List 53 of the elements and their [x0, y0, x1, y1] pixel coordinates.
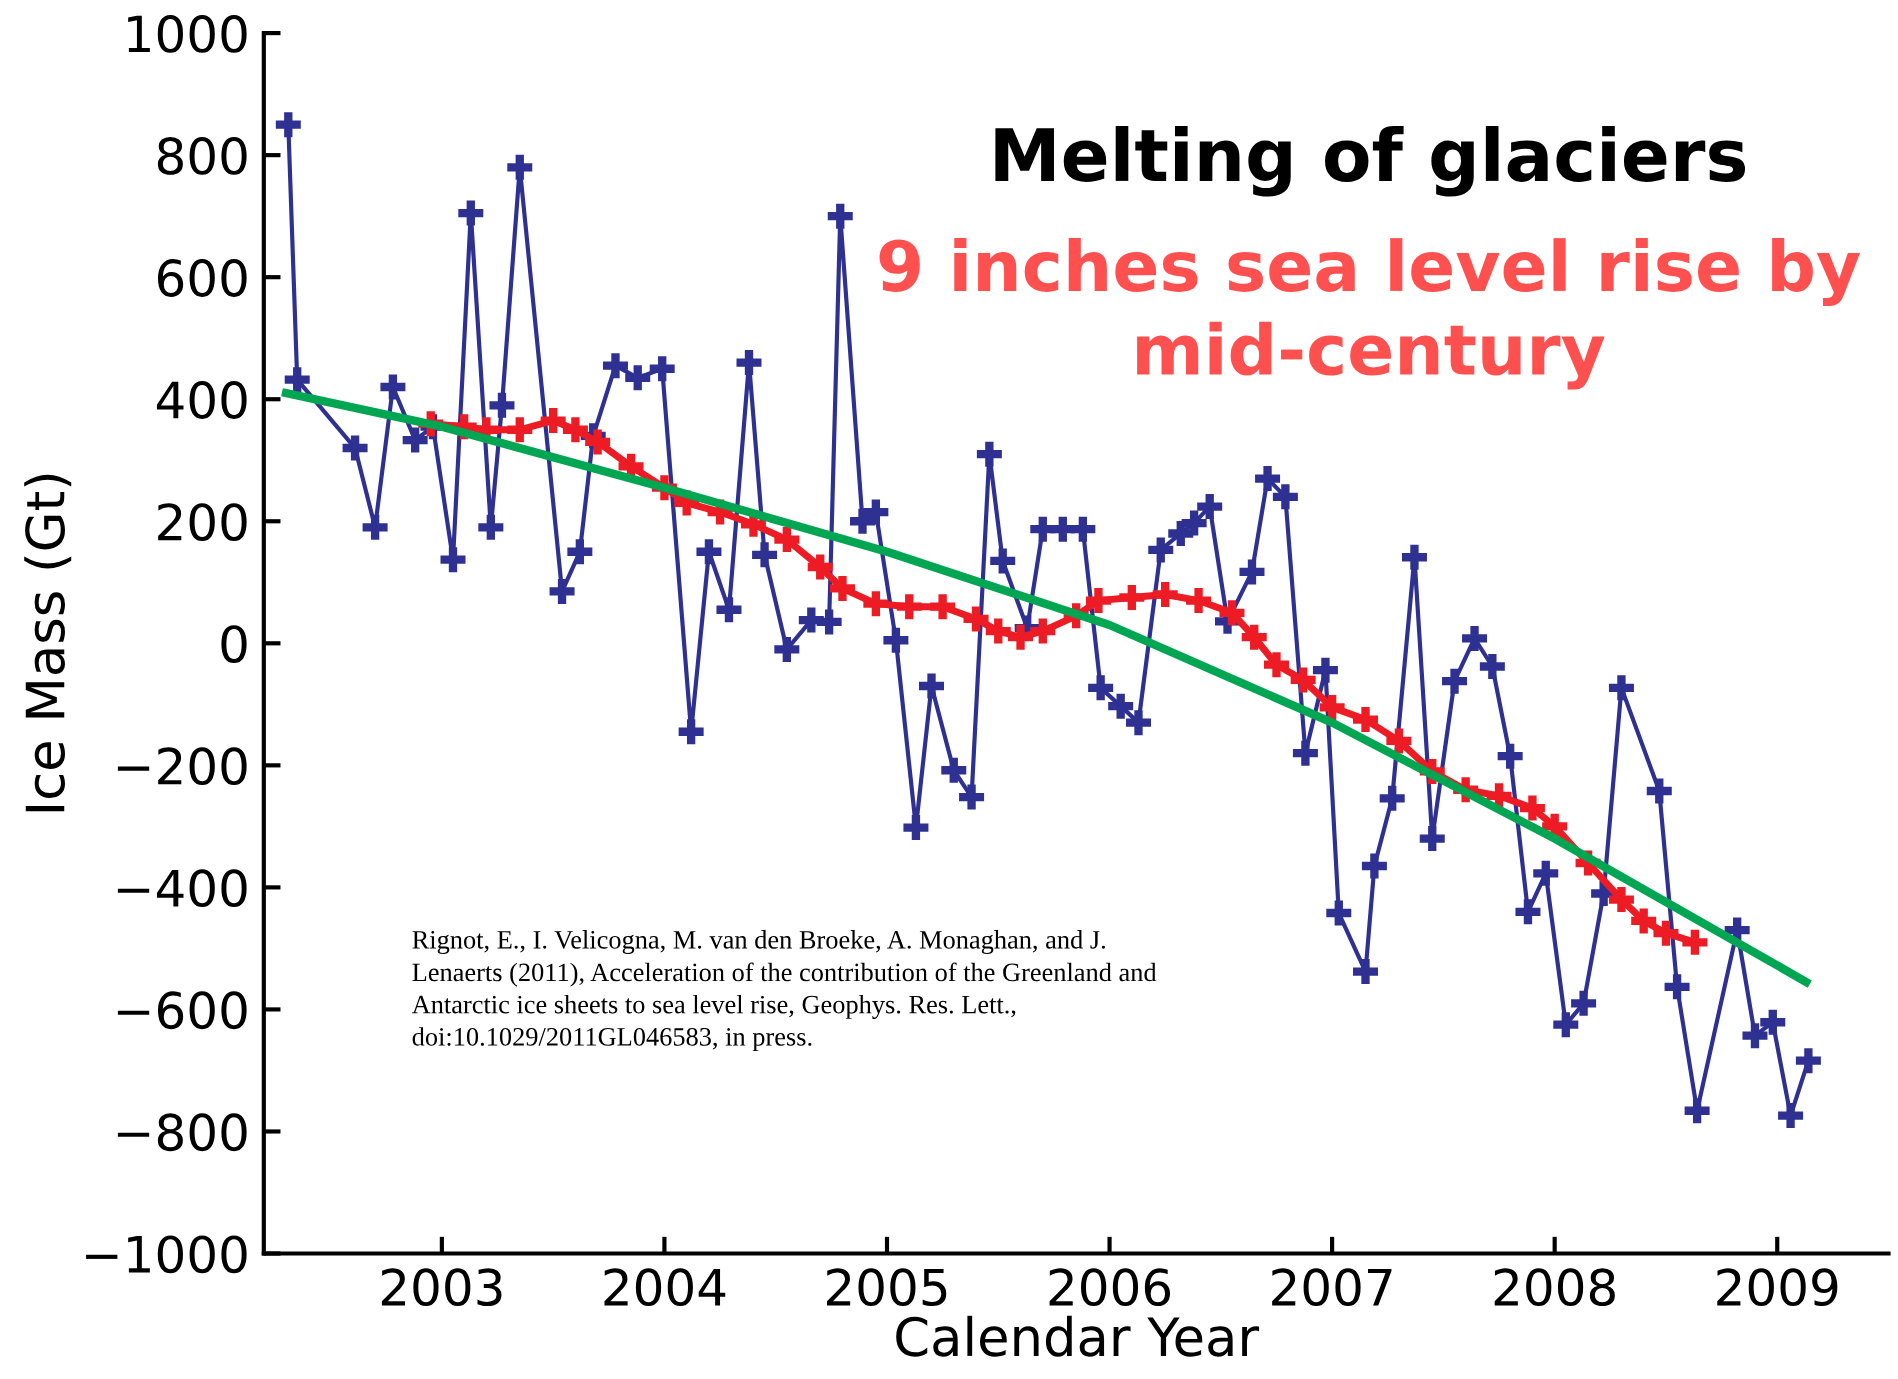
point	[774, 527, 800, 553]
point	[1219, 600, 1245, 626]
point	[1290, 667, 1316, 693]
y-tick-label: 600	[157, 259, 247, 297]
y-tick-label: 1000	[128, 14, 247, 53]
x-tick-label: 2004	[604, 1268, 726, 1307]
x-axis-title: Calendar Year	[896, 1315, 1260, 1357]
point	[807, 554, 833, 580]
y-axis-title: Ice Mass (Gt)	[24, 474, 72, 812]
point	[829, 575, 855, 601]
annotation: Rignot, E., I. Velicogna, M. van den Broeke, A. Monaghan, and J. Lenaerts (2011), Acceleration of the contribution of the Greenland and Antarctic ice sheets to sea level rise, Geophys. Res. Lett., doi:10.1029/2011GL046583, in press.	[411, 930, 1157, 1052]
point	[1608, 887, 1634, 913]
point	[896, 594, 922, 620]
point	[1386, 728, 1412, 754]
x-tick-label: 2009	[1717, 1268, 1838, 1307]
point	[507, 417, 533, 443]
y-tick-label: −600	[117, 991, 247, 1030]
point	[1352, 707, 1378, 733]
point	[1030, 618, 1056, 644]
point	[1008, 624, 1034, 650]
y-tick-label: −1000	[86, 1235, 247, 1274]
y-tick-label: −400	[117, 869, 247, 908]
point	[562, 417, 588, 443]
point	[1519, 795, 1545, 821]
x-tick-label: 2006	[1049, 1268, 1171, 1307]
point	[585, 429, 611, 455]
point	[1085, 588, 1111, 614]
point	[930, 594, 956, 620]
point	[1119, 585, 1145, 611]
point	[540, 408, 566, 434]
y-tick-label: −200	[117, 747, 247, 786]
point	[1186, 588, 1212, 614]
y-tick-label: 0	[221, 625, 247, 664]
x-tick-label: 2003	[381, 1268, 502, 1307]
point	[963, 606, 989, 632]
text: Melting of glaciers	[995, 126, 1746, 197]
point	[863, 591, 889, 617]
point	[1653, 920, 1679, 946]
y-tick-label: 200	[158, 503, 247, 541]
x-tick-label: 2007	[1272, 1268, 1392, 1307]
point	[1152, 581, 1178, 607]
point	[985, 618, 1011, 644]
x-tick-label: 2008	[1494, 1268, 1615, 1307]
point	[1263, 652, 1289, 678]
text: 9 inches sea level rise by mid-century	[879, 238, 1860, 390]
point	[1631, 908, 1657, 934]
point	[1241, 624, 1267, 650]
y-tick-label: 800	[157, 137, 247, 175]
point	[1319, 694, 1345, 720]
y-tick-label: −800	[117, 1113, 247, 1152]
y-tick-label: 400	[156, 381, 247, 419]
point	[1682, 929, 1708, 955]
x-tick-label: 2005	[827, 1268, 947, 1307]
